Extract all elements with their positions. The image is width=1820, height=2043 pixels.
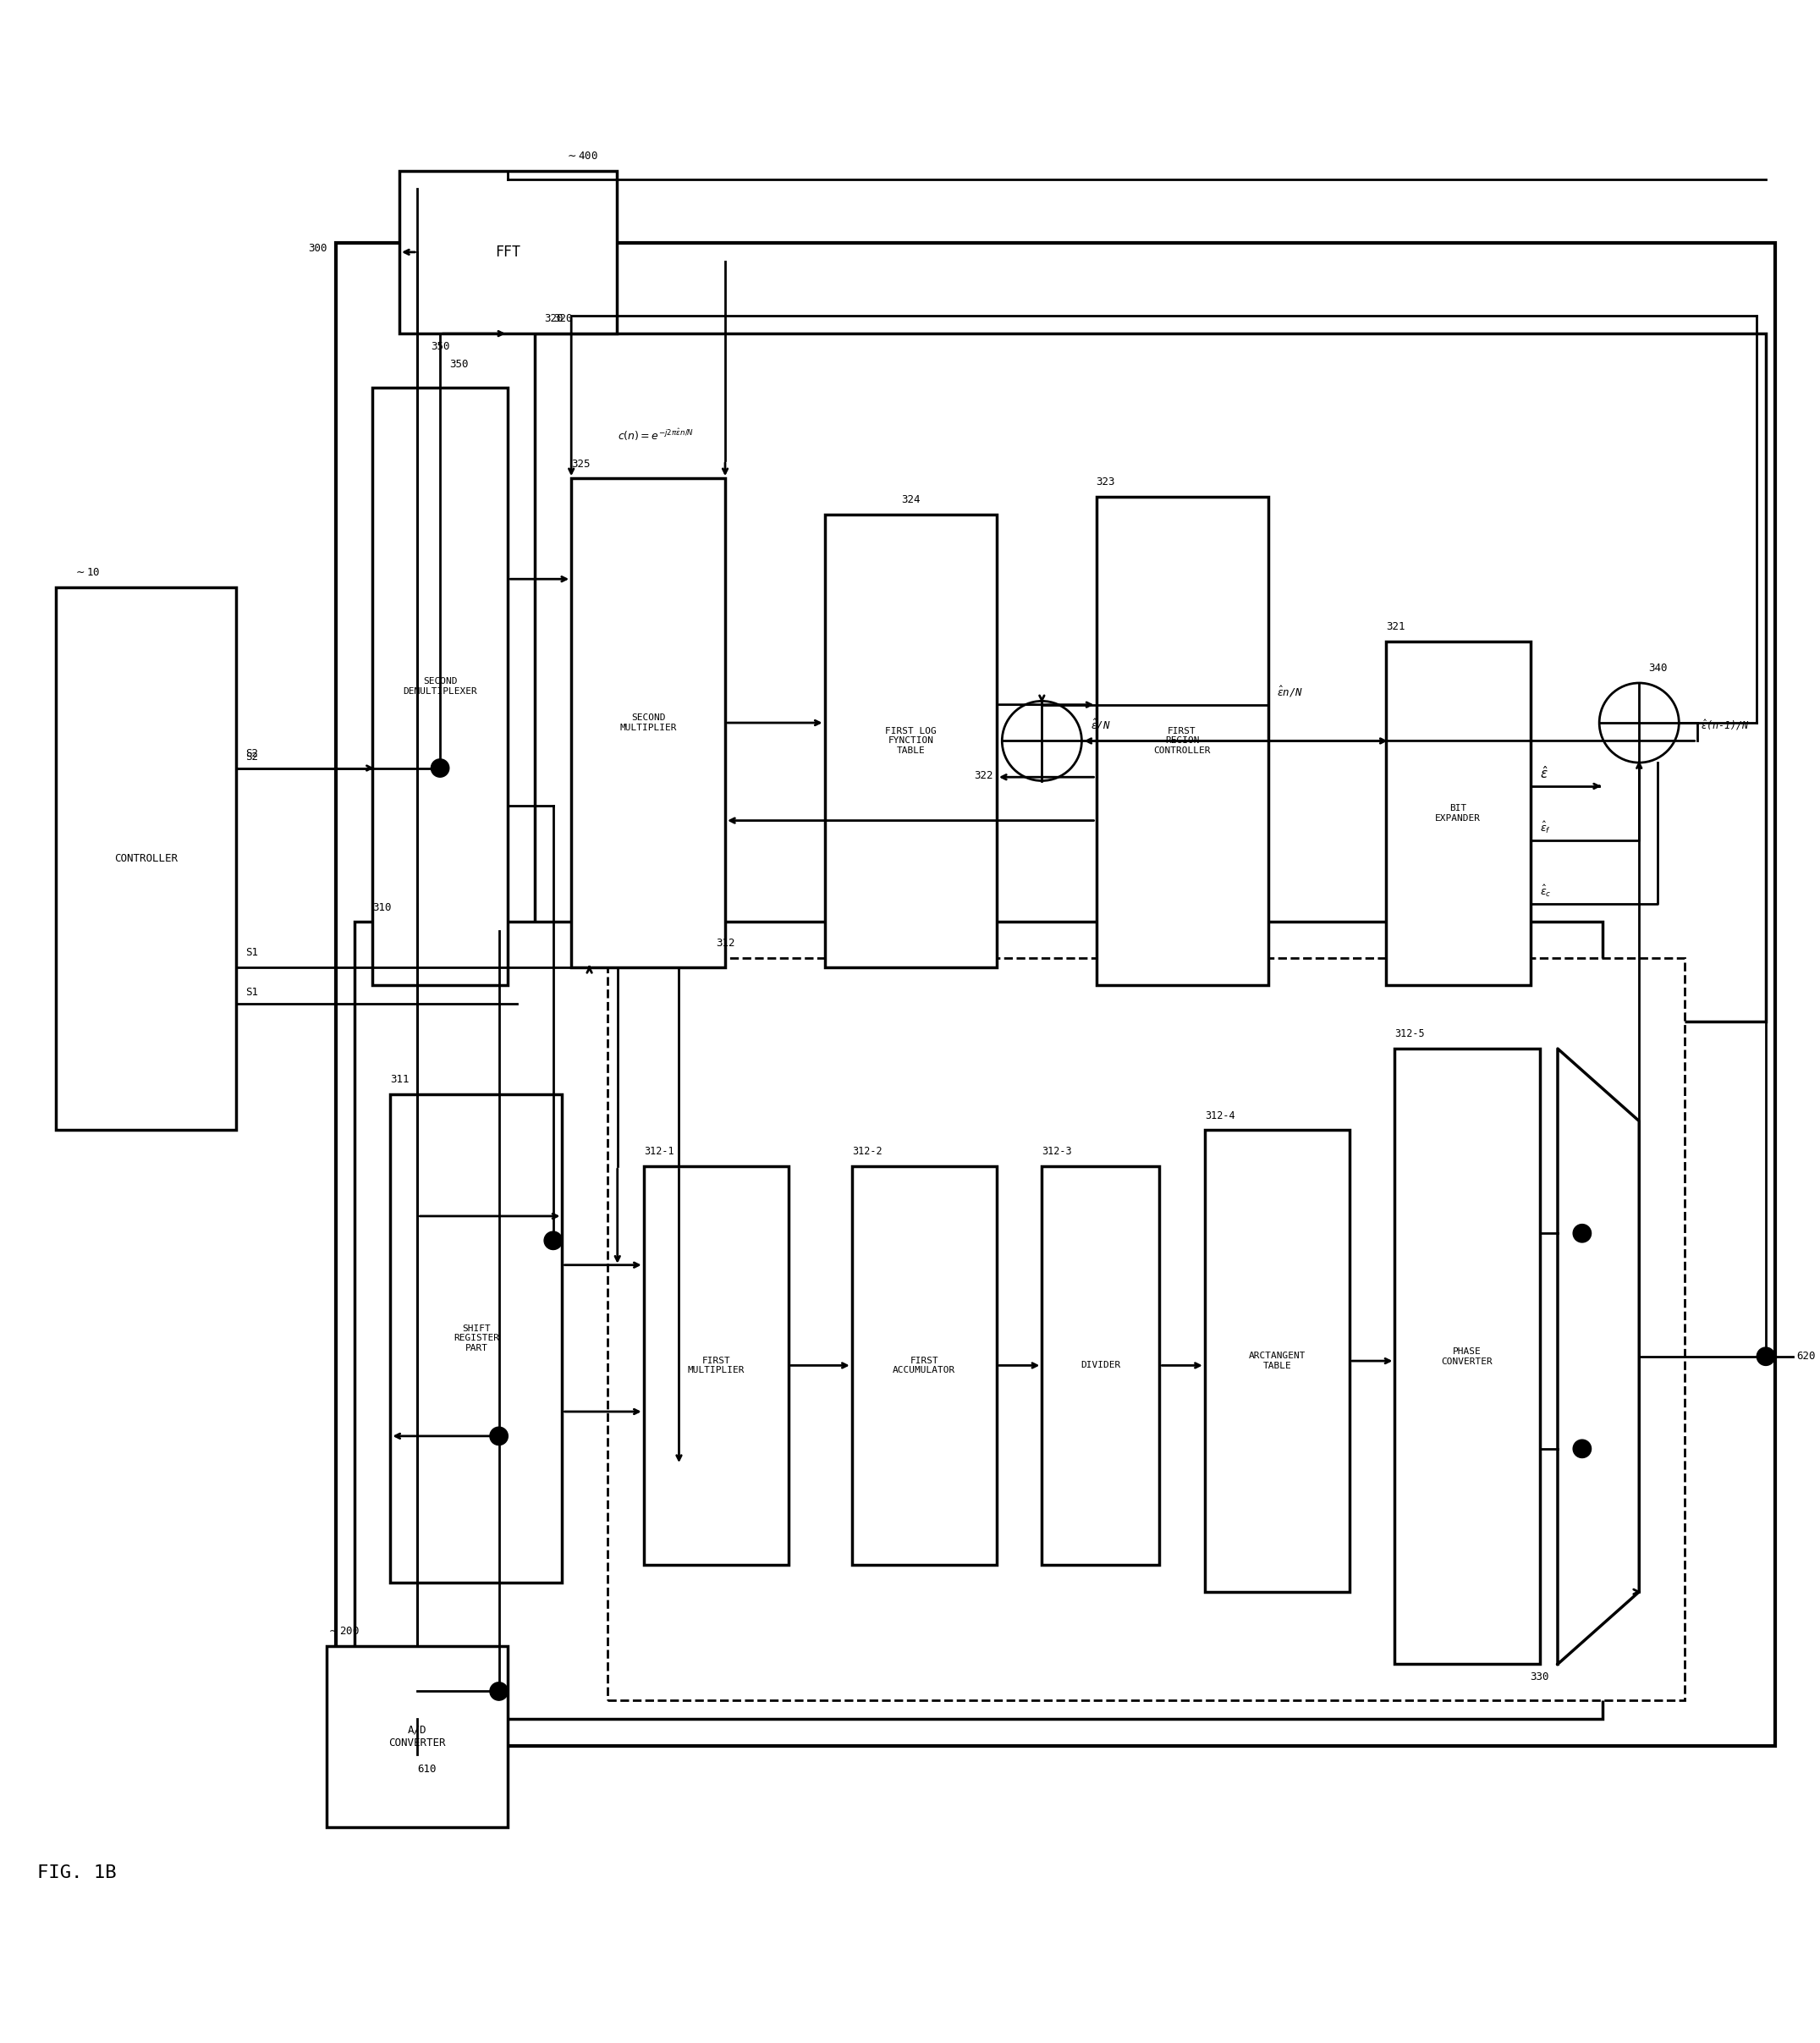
Text: 324: 324	[901, 494, 921, 505]
Text: BIT
EXPANDER: BIT EXPANDER	[1436, 805, 1481, 823]
Text: $\sim$200: $\sim$200	[328, 1626, 360, 1636]
Text: 300: 300	[308, 243, 328, 253]
Text: 320: 320	[544, 313, 562, 325]
Text: 310: 310	[373, 901, 391, 913]
Text: CONTROLLER: CONTROLLER	[115, 854, 178, 864]
Text: 320: 320	[553, 313, 571, 325]
Text: 321: 321	[1385, 621, 1405, 631]
Text: 350: 350	[431, 341, 450, 351]
FancyBboxPatch shape	[535, 333, 1765, 1022]
Text: 340: 340	[1649, 662, 1667, 674]
Text: FIRST
MULTIPLIER: FIRST MULTIPLIER	[688, 1357, 744, 1375]
FancyBboxPatch shape	[1394, 1048, 1540, 1665]
Text: SHIFT
REGISTER
PART: SHIFT REGISTER PART	[453, 1324, 499, 1352]
FancyBboxPatch shape	[824, 515, 997, 966]
Text: FFT: FFT	[495, 245, 521, 259]
Text: S1: S1	[246, 987, 258, 997]
Text: 311: 311	[389, 1075, 410, 1085]
Text: S1: S1	[246, 948, 258, 958]
Text: $\sim$400: $\sim$400	[566, 151, 599, 161]
Text: 323: 323	[1096, 476, 1116, 488]
FancyBboxPatch shape	[399, 172, 617, 333]
Text: $\hat{\varepsilon}$(n-1)/N: $\hat{\varepsilon}$(n-1)/N	[1700, 717, 1749, 731]
Text: FIRST
REGION
CONTROLLER: FIRST REGION CONTROLLER	[1154, 727, 1210, 756]
Text: SECOND
DEMULTIPLEXER: SECOND DEMULTIPLEXER	[402, 678, 477, 697]
FancyBboxPatch shape	[389, 1093, 562, 1583]
Circle shape	[1756, 1346, 1775, 1365]
Text: 330: 330	[1529, 1671, 1549, 1681]
Text: ARCTANGENT
TABLE: ARCTANGENT TABLE	[1249, 1352, 1305, 1371]
Text: SECOND
MULTIPLIER: SECOND MULTIPLIER	[619, 713, 677, 731]
FancyBboxPatch shape	[1385, 642, 1531, 985]
Circle shape	[1572, 1440, 1591, 1459]
Text: PHASE
CONVERTER: PHASE CONVERTER	[1441, 1346, 1492, 1365]
Text: $\hat{\varepsilon}_f$: $\hat{\varepsilon}_f$	[1540, 819, 1551, 836]
FancyBboxPatch shape	[355, 921, 1603, 1718]
Text: DIVIDER: DIVIDER	[1081, 1361, 1121, 1369]
Text: 322: 322	[974, 770, 994, 780]
FancyBboxPatch shape	[571, 478, 724, 966]
Text: FIG. 1B: FIG. 1B	[38, 1865, 116, 1882]
FancyBboxPatch shape	[373, 388, 508, 985]
Text: 312-4: 312-4	[1205, 1109, 1236, 1122]
Circle shape	[544, 1232, 562, 1250]
Text: 312: 312	[715, 938, 735, 950]
Text: 312-3: 312-3	[1041, 1146, 1072, 1156]
FancyBboxPatch shape	[328, 1647, 508, 1826]
Text: $\hat{\varepsilon}_c$: $\hat{\varepsilon}_c$	[1540, 883, 1551, 899]
FancyBboxPatch shape	[1041, 1167, 1159, 1565]
FancyBboxPatch shape	[1096, 496, 1269, 985]
Circle shape	[1572, 1224, 1591, 1242]
Text: 312-5: 312-5	[1394, 1028, 1425, 1040]
Text: 325: 325	[571, 458, 590, 470]
Circle shape	[1003, 701, 1081, 780]
Text: 312-1: 312-1	[644, 1146, 673, 1156]
FancyBboxPatch shape	[644, 1167, 788, 1565]
Text: FIRST LOG
FYNCTION
TABLE: FIRST LOG FYNCTION TABLE	[885, 727, 935, 756]
Circle shape	[1600, 682, 1678, 762]
Text: $c(n)=e^{-j2\pi\hat{\varepsilon}n/N}$: $c(n)=e^{-j2\pi\hat{\varepsilon}n/N}$	[617, 427, 693, 441]
Text: S2: S2	[246, 752, 258, 762]
Text: S2: S2	[246, 748, 258, 760]
Text: FIRST
ACCUMULATOR: FIRST ACCUMULATOR	[894, 1357, 956, 1375]
Polygon shape	[1558, 1048, 1640, 1665]
Text: $\hat{\varepsilon}$n/N: $\hat{\varepsilon}$n/N	[1278, 684, 1303, 699]
Text: 620: 620	[1796, 1350, 1816, 1363]
FancyBboxPatch shape	[1205, 1130, 1350, 1591]
Text: 350: 350	[450, 360, 468, 370]
FancyBboxPatch shape	[608, 958, 1684, 1700]
Text: A/D
CONVERTER: A/D CONVERTER	[389, 1724, 446, 1749]
FancyBboxPatch shape	[852, 1167, 997, 1565]
Text: $\hat{\varepsilon}$/N: $\hat{\varepsilon}$/N	[1090, 717, 1110, 731]
FancyBboxPatch shape	[337, 243, 1774, 1745]
Circle shape	[490, 1426, 508, 1444]
Text: 312-2: 312-2	[852, 1146, 883, 1156]
Text: $\sim$10: $\sim$10	[73, 568, 100, 578]
Circle shape	[490, 1681, 508, 1700]
FancyBboxPatch shape	[55, 586, 237, 1130]
Text: $\hat{\varepsilon}$: $\hat{\varepsilon}$	[1540, 764, 1547, 780]
Text: 610: 610	[417, 1763, 437, 1775]
Circle shape	[431, 760, 450, 776]
